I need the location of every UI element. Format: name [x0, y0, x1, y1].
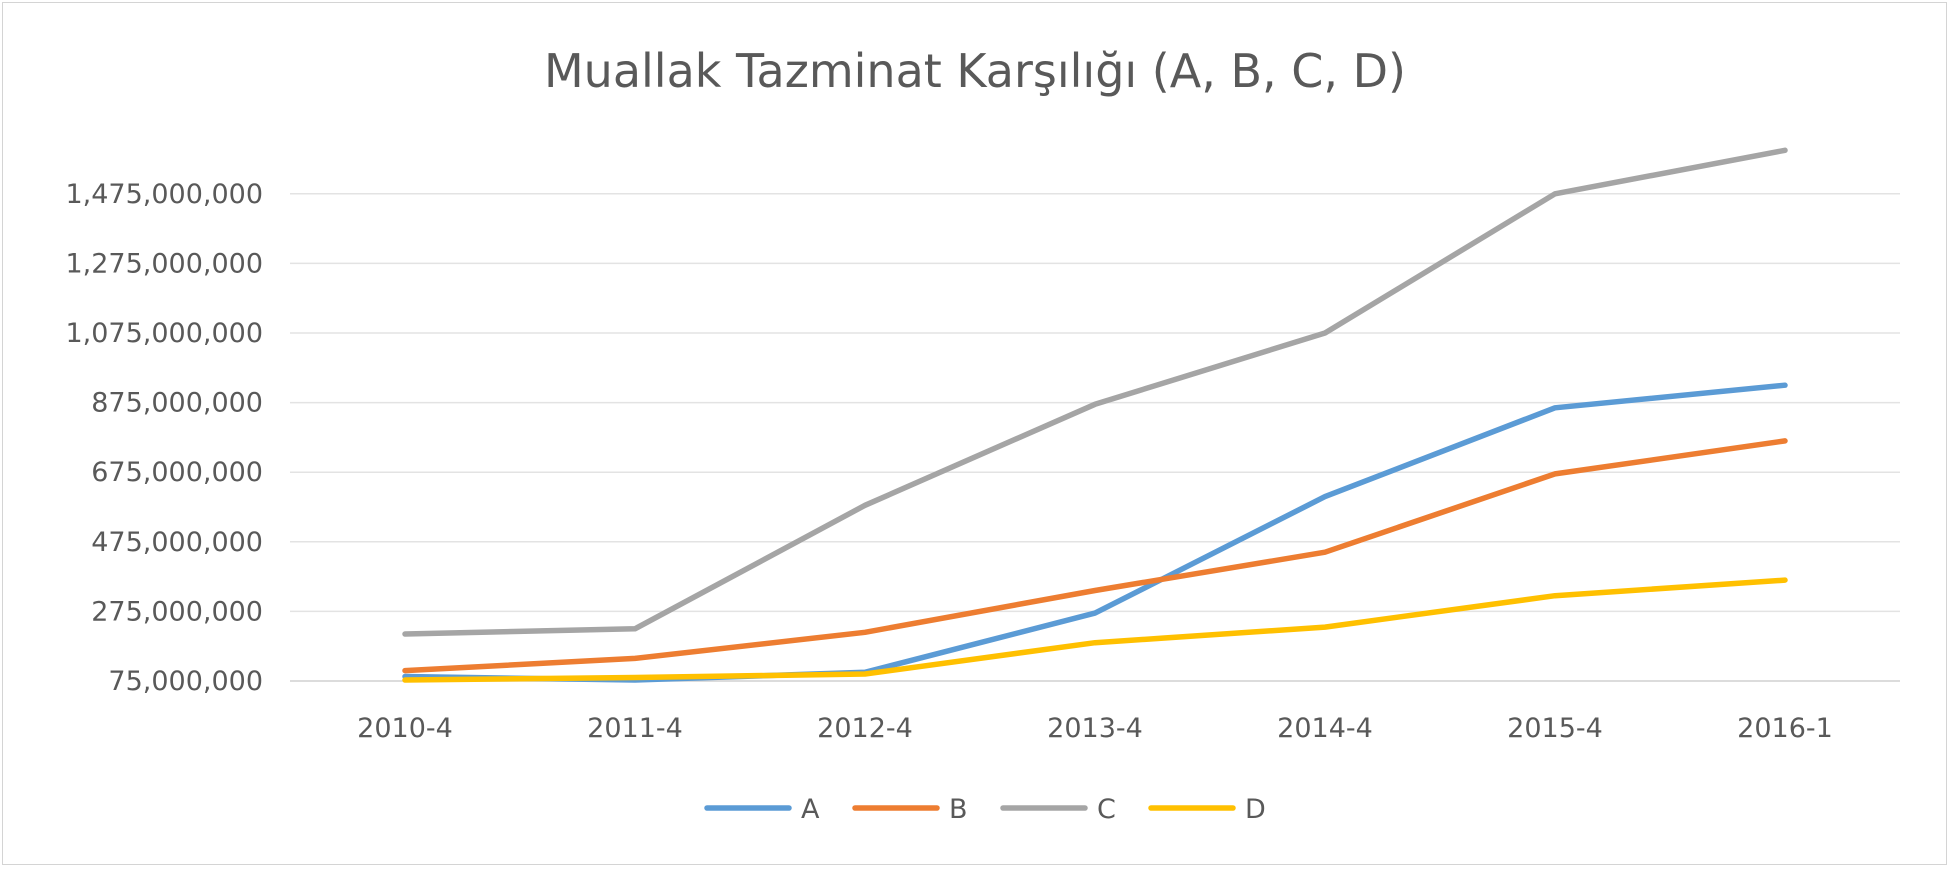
y-tick-label: 1,075,000,000	[65, 318, 263, 349]
y-tick-label: 475,000,000	[91, 527, 263, 558]
chart-title: Muallak Tazminat Karşılığı (A, B, C, D)	[544, 44, 1406, 98]
series-lines	[402, 147, 1788, 683]
legend: A B C D	[704, 794, 1266, 825]
x-tick-label: 2010-4	[357, 713, 453, 744]
x-tick-label: 2012-4	[817, 713, 913, 744]
legend-label-c: C	[1097, 794, 1116, 825]
y-axis-tick-labels: 75,000,000 275,000,000 475,000,000 675,000,…	[65, 179, 263, 697]
x-tick-label: 2015-4	[1507, 713, 1603, 744]
gridlines	[290, 193, 1900, 682]
series-line-d	[402, 577, 1788, 683]
legend-label-a: A	[801, 794, 820, 825]
y-tick-label: 1,275,000,000	[65, 248, 263, 279]
y-tick-label: 875,000,000	[91, 388, 263, 419]
legend-label-d: D	[1245, 794, 1266, 825]
x-tick-label: 2013-4	[1047, 713, 1143, 744]
series-line-a	[402, 382, 1788, 683]
y-tick-label: 675,000,000	[91, 457, 263, 488]
y-tick-label: 275,000,000	[91, 596, 263, 627]
x-tick-label: 2014-4	[1277, 713, 1373, 744]
y-tick-label: 1,475,000,000	[65, 179, 263, 210]
x-tick-label: 2011-4	[587, 713, 683, 744]
y-tick-label: 75,000,000	[108, 666, 263, 697]
series-line-b	[402, 438, 1788, 674]
x-axis-tick-labels: 2010-4 2011-4 2012-4 2013-4 2014-4 2015-4 2016…	[357, 713, 1833, 744]
series-line-c	[402, 147, 1788, 637]
legend-label-b: B	[949, 794, 968, 825]
x-tick-label: 2016-1	[1737, 713, 1833, 744]
